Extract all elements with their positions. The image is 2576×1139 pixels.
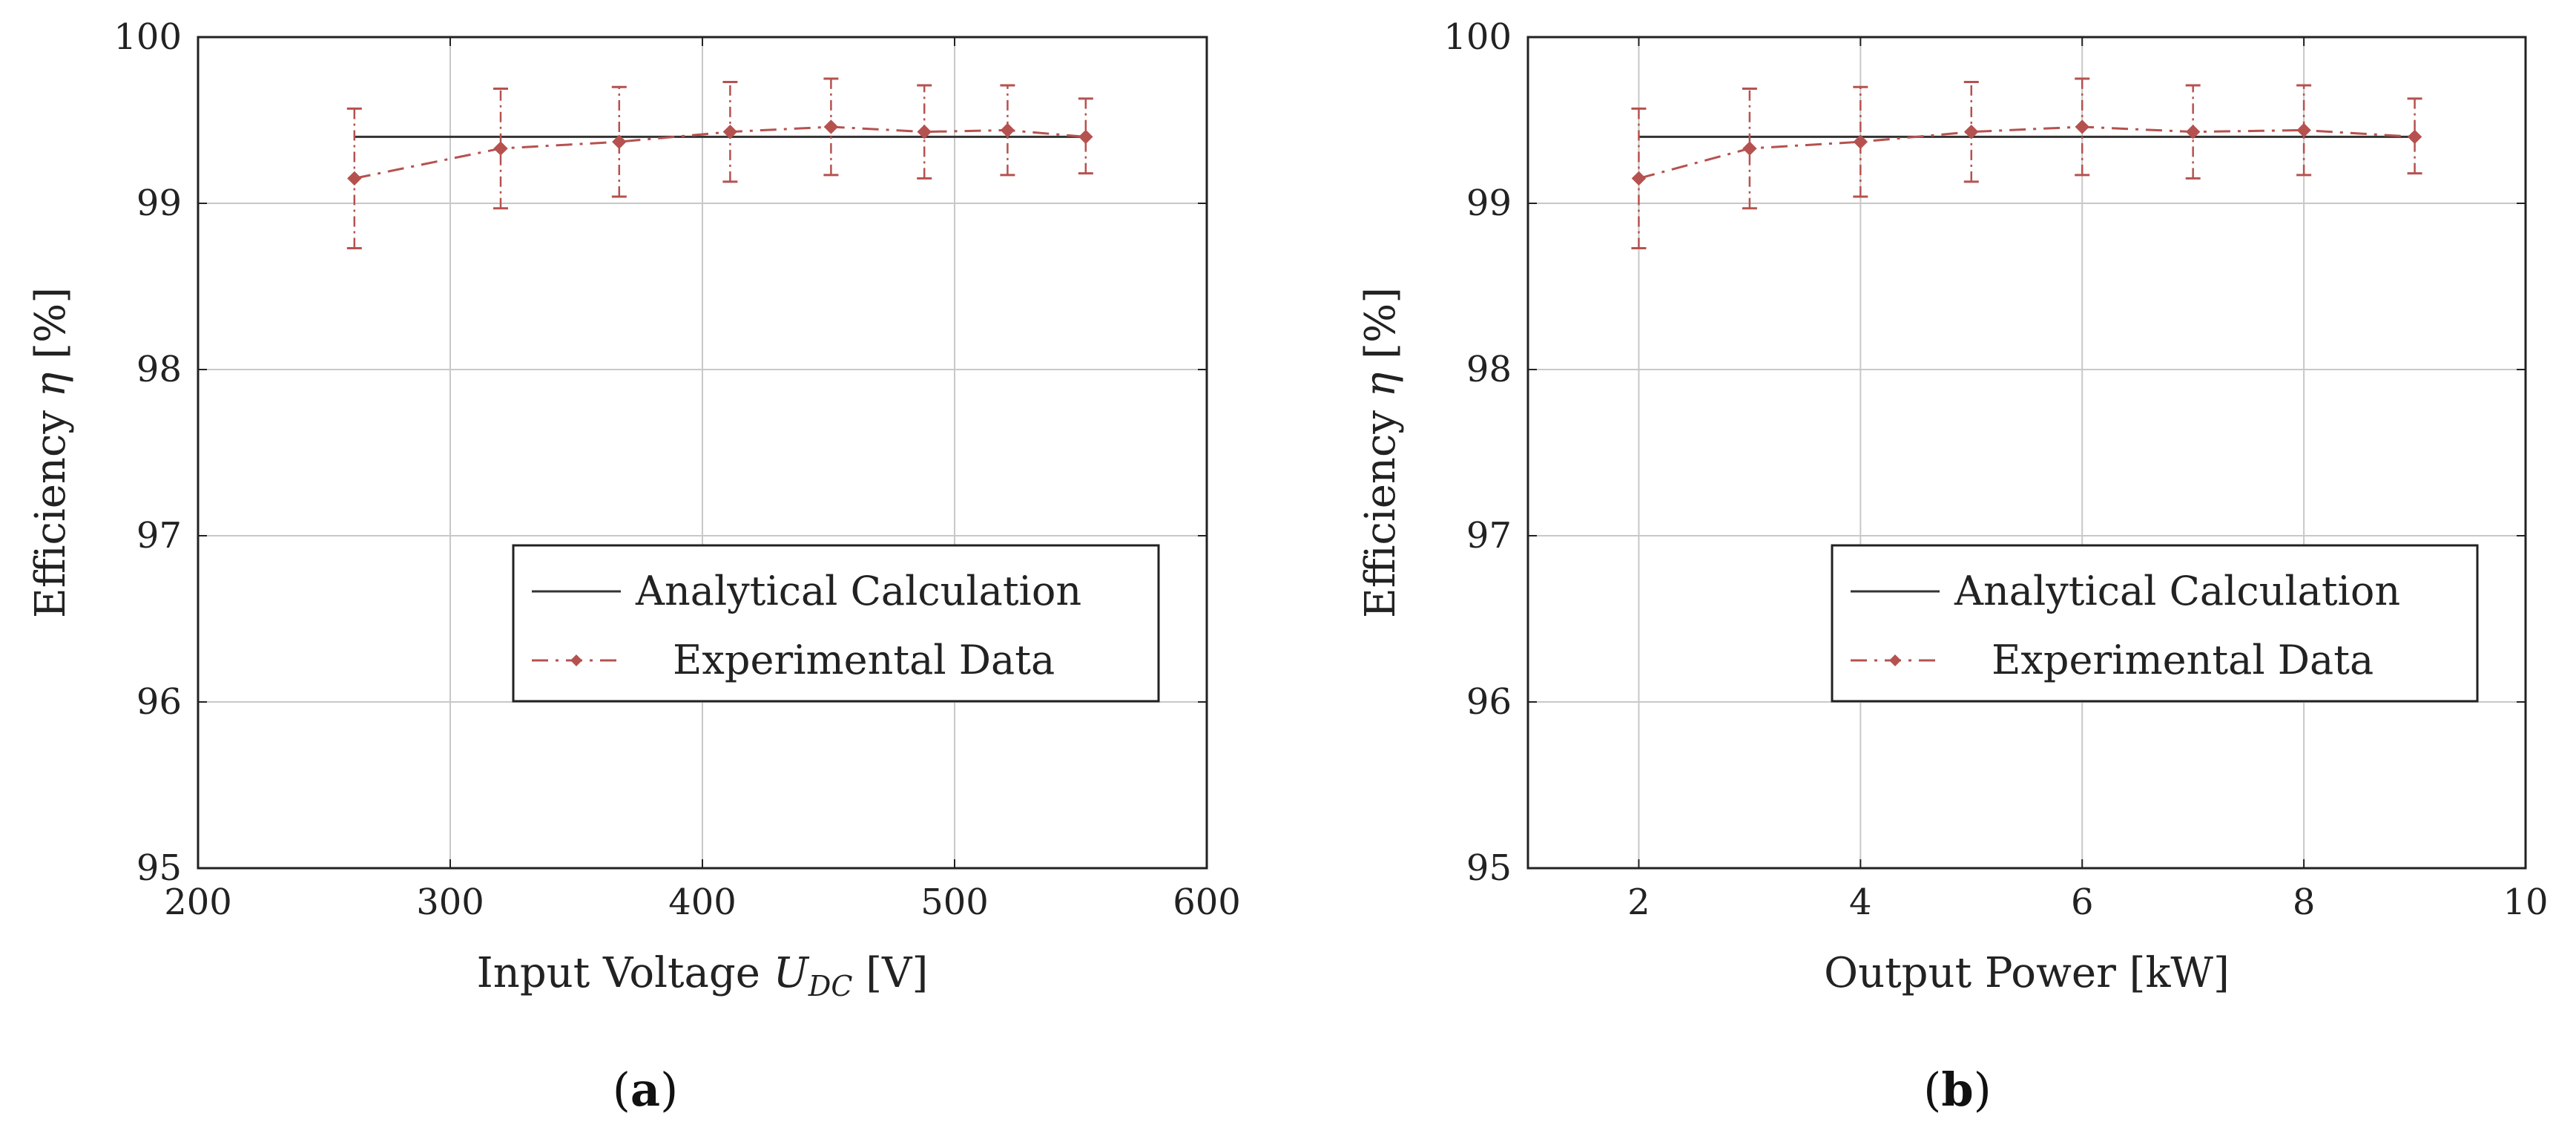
x-axis-label: Output Power [kW]: [1824, 949, 2230, 997]
x-tick-label: 600: [1173, 882, 1241, 923]
y-tick-label: 99: [1466, 183, 1512, 224]
plot-frame: [1526, 36, 2527, 870]
x-tick-label: 6: [2071, 882, 2094, 923]
x-tick-label: 2: [1627, 882, 1650, 923]
x-axis-label: Input Voltage UDC [V]: [477, 949, 929, 1002]
data-point: [493, 141, 508, 156]
y-axis-label: Efficiency η [%]: [27, 287, 75, 618]
series-experimental: [346, 77, 1093, 249]
y-tick-label: 99: [136, 183, 182, 224]
y-axis-label-unit: [%]: [1357, 287, 1405, 372]
y-tick-label: 95: [136, 847, 182, 889]
y-axis-label-unit: [%]: [27, 287, 75, 372]
series-experimental: [1631, 77, 2422, 249]
x-axis-label-main: Output Power [kW]: [1824, 949, 2230, 997]
data-point: [722, 124, 738, 139]
legend-box: [1831, 544, 2479, 703]
legend-label: Experimental Data: [1992, 637, 2374, 683]
data-point: [1078, 129, 1093, 145]
x-axis-label-symbol: U: [774, 949, 810, 997]
y-tick-label: 95: [1466, 847, 1512, 889]
x-tick-label: 400: [668, 882, 737, 923]
y-tick-label: 98: [136, 349, 182, 390]
chart-panel-a: 200 300 400 500 600 95 96 97 98 99 100 Input Voltag…: [27, 16, 1241, 1002]
experimental-line: [354, 125, 1086, 180]
experimental-line: [1638, 125, 2415, 180]
x-tick-label: 300: [416, 882, 484, 923]
data-point: [1853, 134, 1868, 149]
y-tick-label: 100: [113, 16, 182, 58]
data-point: [1000, 122, 1015, 138]
data-point: [823, 119, 839, 134]
data-point: [1742, 141, 1757, 156]
y-axis-label-symbol: η: [1357, 372, 1405, 398]
x-axis-label-subscript: DC: [808, 970, 853, 1002]
x-axis-label-main: Input Voltage: [477, 949, 774, 997]
y-axis-label: Efficiency η [%]: [1357, 287, 1405, 618]
data-point: [2407, 129, 2422, 145]
caption-b-open: (: [1923, 1063, 1941, 1117]
y-tick-label: 97: [1466, 515, 1512, 557]
y-tick-label: 97: [136, 515, 182, 557]
x-tick-label: 4: [1849, 882, 1872, 923]
y-tick-label: 96: [136, 681, 182, 723]
y-axis-label-symbol: η: [27, 372, 75, 398]
data-point: [2185, 124, 2201, 139]
x-tick-label: 8: [2293, 882, 2316, 923]
data-point: [612, 134, 627, 149]
x-tick-label: 10: [2503, 882, 2548, 923]
legend: Analytical Calculation Experimental Data: [512, 544, 1160, 703]
y-tick-label: 96: [1466, 681, 1512, 723]
legend: Analytical Calculation Experimental Data: [1831, 544, 2479, 703]
legend-label: Analytical Calculation: [1954, 568, 2400, 614]
data-point: [1964, 124, 1979, 139]
caption-b-close: ): [1974, 1063, 1992, 1117]
data-point: [1631, 171, 1647, 186]
y-axis-label-main: Efficiency: [27, 397, 75, 618]
caption-a-close: ): [660, 1063, 678, 1117]
caption-a-label: a: [630, 1063, 660, 1117]
data-point: [2075, 119, 2089, 134]
caption-a: (a): [613, 1063, 679, 1117]
data-point: [2296, 122, 2311, 138]
x-tick-label: 200: [164, 882, 232, 923]
legend-label: Experimental Data: [673, 637, 1055, 683]
y-tick-label: 100: [1443, 16, 1512, 58]
data-point: [917, 124, 932, 139]
legend-box: [512, 544, 1160, 703]
x-axis-label-unit: [V]: [852, 949, 928, 997]
data-point: [347, 171, 362, 186]
legend-label: Analytical Calculation: [635, 568, 1081, 614]
y-tick-label: 98: [1466, 349, 1512, 390]
caption-a-open: (: [613, 1063, 630, 1117]
chart-panel-b: 2 4 6 8 10 95 96 97 98 99 100 Output Power [kW] Effi…: [1357, 16, 2549, 997]
y-axis-label-main: Efficiency: [1357, 397, 1405, 618]
legend-swatch-marker: [570, 654, 582, 666]
caption-b-label: b: [1941, 1063, 1973, 1117]
legend-swatch-marker: [1889, 654, 1901, 666]
caption-b: (b): [1923, 1063, 1992, 1117]
x-tick-label: 500: [920, 882, 989, 923]
